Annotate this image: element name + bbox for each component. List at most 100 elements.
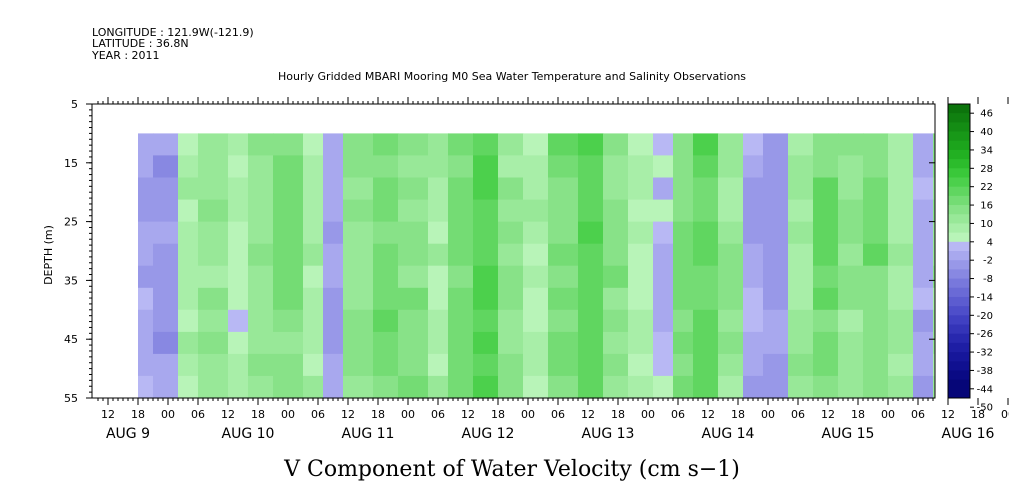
heatmap-cell: [628, 375, 654, 399]
heatmap-cell: [693, 309, 719, 333]
heatmap-cell: [718, 375, 744, 399]
heatmap-cell: [228, 133, 249, 156]
heatmap-cell: [178, 375, 199, 399]
heatmap-cell: [473, 265, 499, 289]
heatmap-cell: [838, 243, 864, 267]
heatmap-cell: [578, 199, 604, 223]
heatmap-cell: [303, 309, 324, 333]
colorbar-swatch: [948, 122, 970, 132]
heatmap-cell: [473, 331, 499, 355]
heatmap-cell: [498, 177, 524, 201]
heatmap-cell: [838, 287, 864, 311]
colorbar-label: 22: [980, 182, 993, 193]
heatmap-cell: [838, 199, 864, 223]
heatmap-cell: [693, 353, 719, 377]
x-tick-label: 06: [311, 408, 325, 421]
heatmap-cell: [578, 177, 604, 201]
heatmap-cell: [548, 353, 579, 377]
heatmap-cell: [138, 221, 154, 245]
heatmap-cell: [628, 265, 654, 289]
heatmap-cell: [788, 155, 814, 179]
heatmap-cell: [498, 309, 524, 333]
heatmap-cell: [523, 199, 549, 223]
y-tick-label: 25: [64, 216, 78, 229]
heatmap-cell: [693, 243, 719, 267]
heatmap-cell: [398, 155, 429, 179]
chart-title: Hourly Gridded MBARI Mooring M0 Sea Wate…: [278, 70, 746, 83]
colorbar-label: -44: [977, 384, 993, 395]
heatmap-cell: [578, 133, 604, 156]
colorbar-swatch: [948, 342, 970, 353]
colorbar-label: -2: [983, 256, 993, 267]
colorbar-swatch: [948, 251, 970, 261]
heatmap-cell: [693, 375, 719, 399]
heatmap-cell: [303, 331, 324, 355]
heatmap-cell: [838, 375, 864, 399]
heatmap-cell: [473, 243, 499, 267]
heatmap-cell: [273, 221, 304, 245]
heatmap-cell: [693, 199, 719, 223]
heatmap-cell: [763, 199, 789, 223]
heatmap-cell: [303, 287, 324, 311]
heatmap-cell: [273, 265, 304, 289]
heatmap-cell: [428, 265, 449, 289]
heatmap-cell: [763, 243, 789, 267]
heatmap-cell: [603, 243, 629, 267]
heatmap-cell: [228, 287, 249, 311]
heatmap-cell: [303, 177, 324, 201]
heatmap-cell: [248, 155, 274, 179]
y-axis-title: DEPTH (m): [42, 225, 55, 285]
heatmap-cell: [373, 133, 399, 156]
heatmap-cell: [498, 155, 524, 179]
heatmap-cell: [198, 221, 229, 245]
heatmap-cell: [933, 155, 935, 179]
heatmap-cell: [153, 243, 179, 267]
heatmap-cell: [763, 375, 789, 399]
heatmap-cell: [373, 221, 399, 245]
heatmap-cell: [813, 155, 839, 179]
heatmap-cell: [398, 265, 429, 289]
heatmap-cell: [603, 177, 629, 201]
heatmap-cell: [763, 155, 789, 179]
heatmap-cell: [603, 221, 629, 245]
heatmap-cell: [548, 155, 579, 179]
heatmap-cell: [603, 133, 629, 156]
heatmap-cell: [138, 133, 154, 156]
heatmap-cell: [813, 133, 839, 156]
heatmap-cell: [603, 199, 629, 223]
heatmap-cell: [248, 353, 274, 377]
colorbar-swatch: [948, 104, 970, 114]
heatmap-cell: [693, 287, 719, 311]
heatmap-cell: [498, 375, 524, 399]
heatmap-cell: [813, 375, 839, 399]
heatmap-cell: [673, 155, 694, 179]
heatmap-cell: [933, 221, 935, 245]
heatmap-cell: [273, 177, 304, 201]
heatmap-cell: [448, 177, 474, 201]
heatmap-cell: [248, 287, 274, 311]
heatmap-cell: [323, 309, 344, 333]
heatmap-cell: [673, 309, 694, 333]
heatmap-cell: [273, 243, 304, 267]
heatmap-cell: [718, 177, 744, 201]
y-tick-label: 55: [64, 392, 78, 405]
heatmap-cell: [628, 177, 654, 201]
plot-area: [91, 101, 936, 401]
y-tick-label: 35: [64, 274, 78, 287]
heatmap-cell: [523, 155, 549, 179]
heatmap-cell: [523, 331, 549, 355]
heatmap-cell: [863, 243, 889, 267]
heatmap-cell: [178, 243, 199, 267]
heatmap-cell: [323, 155, 344, 179]
heatmap-cell: [933, 375, 935, 399]
x-tick-label: 06: [431, 408, 445, 421]
colorbar-label: -20: [977, 311, 993, 322]
heatmap-cell: [473, 221, 499, 245]
heatmap-cell: [603, 265, 629, 289]
heatmap-cell: [248, 331, 274, 355]
x-tick-label: 18: [851, 408, 865, 421]
heatmap-cell: [913, 199, 934, 223]
heatmap-cell: [838, 133, 864, 156]
heatmap-cell: [673, 243, 694, 267]
heatmap-cell: [913, 243, 934, 267]
